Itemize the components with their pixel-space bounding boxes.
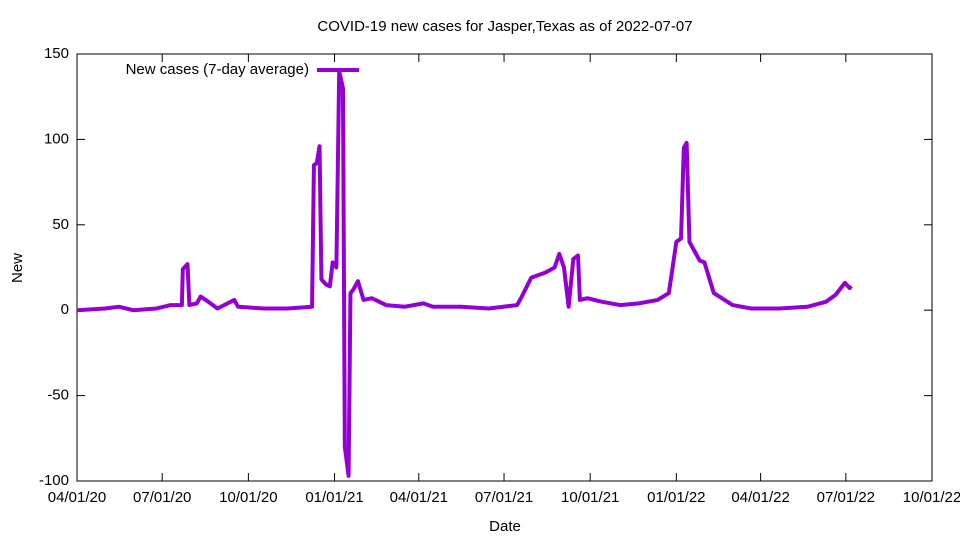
x-tick-label: 01/01/21 <box>305 489 363 506</box>
x-tick-label: 10/01/20 <box>219 489 277 506</box>
y-tick-label: 100 <box>44 130 69 147</box>
x-tick-label: 04/01/20 <box>48 489 106 506</box>
x-tick-label: 07/01/20 <box>133 489 191 506</box>
y-axis-label: New <box>9 253 26 283</box>
x-tick-label: 01/01/22 <box>647 489 705 506</box>
x-axis-label: Date <box>489 518 521 535</box>
plot-border <box>76 53 933 482</box>
x-tick-label: 04/01/22 <box>731 489 789 506</box>
x-tick-label: 07/01/22 <box>817 489 875 506</box>
series-line <box>76 69 853 478</box>
legend-label: New cases (7-day average) <box>126 61 309 78</box>
chart-title: COVID-19 new cases for Jasper,Texas as o… <box>317 18 692 35</box>
y-tick-label: -50 <box>47 387 69 404</box>
x-tick-label: 10/01/21 <box>561 489 619 506</box>
y-tick-label: 150 <box>44 45 69 62</box>
x-tick-label: 10/01/22 <box>903 489 960 506</box>
y-tick-label: 50 <box>52 216 69 233</box>
x-tick-label: 07/01/21 <box>475 489 533 506</box>
y-tick-label: 0 <box>61 301 69 318</box>
y-tick-label: -100 <box>39 472 69 489</box>
x-tick-label: 04/01/21 <box>390 489 448 506</box>
